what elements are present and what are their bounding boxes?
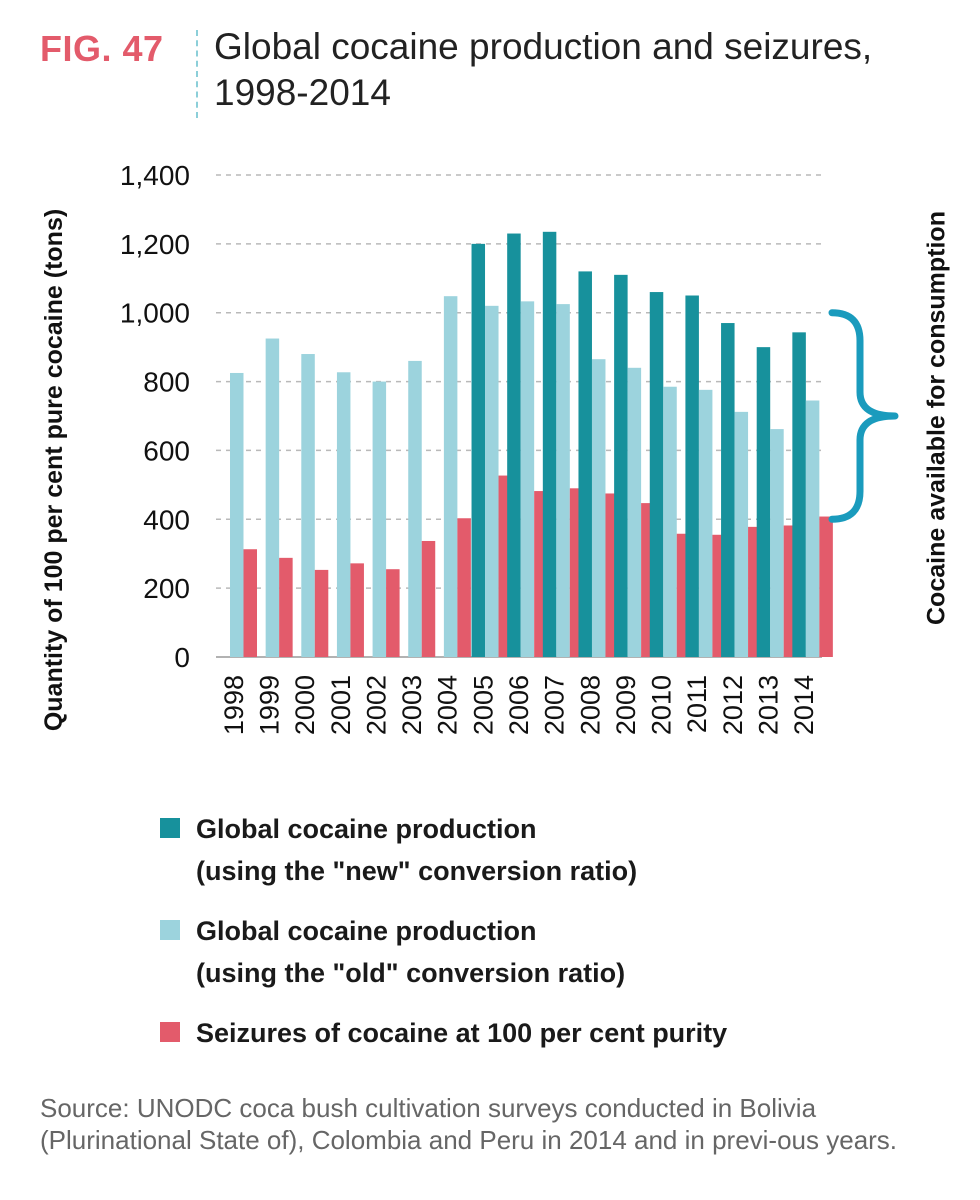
bar-old bbox=[443, 296, 458, 657]
y-tick-label: 1,400 bbox=[120, 160, 190, 191]
bar-seizures bbox=[314, 569, 329, 657]
y-tick-label: 800 bbox=[143, 367, 190, 398]
y-tick-label: 0 bbox=[174, 642, 190, 673]
x-tick-label: 2002 bbox=[361, 675, 391, 735]
legend-item-new: Global cocaine production (using the "ne… bbox=[160, 808, 940, 892]
bar-old bbox=[336, 372, 351, 657]
x-tick-label: 2006 bbox=[504, 675, 534, 735]
y-tick-label: 200 bbox=[143, 573, 190, 604]
bar-new bbox=[614, 274, 628, 657]
consumption-label: Cocaine available for consumption bbox=[923, 211, 951, 625]
bar-old bbox=[805, 400, 820, 657]
bar-old bbox=[485, 305, 499, 657]
title-divider bbox=[196, 30, 198, 118]
bar-old bbox=[627, 367, 642, 657]
bar-new bbox=[756, 347, 771, 657]
x-tick-label: 2009 bbox=[611, 675, 641, 735]
legend: Global cocaine production (using the "ne… bbox=[160, 808, 940, 1072]
consumption-brace bbox=[828, 309, 899, 523]
bar-old bbox=[663, 386, 677, 657]
x-tick-label: 2007 bbox=[540, 675, 570, 735]
bars bbox=[230, 231, 833, 658]
bar-seizures bbox=[243, 549, 257, 657]
bar-old bbox=[556, 304, 570, 657]
y-tick-label: 600 bbox=[143, 435, 190, 466]
legend-swatch-seizures bbox=[160, 1022, 180, 1042]
figure-number: FIG. 47 bbox=[40, 28, 164, 69]
bar-old bbox=[520, 301, 535, 657]
source-note: Source: UNODC coca bush cultivation surv… bbox=[40, 1093, 898, 1155]
x-tick-labels: 1998 1999 2000 2001 2002 2003 2004 2005 2006 2007… bbox=[219, 675, 819, 735]
x-tick-label: 2001 bbox=[326, 675, 356, 735]
x-tick-label: 2012 bbox=[718, 675, 748, 735]
y-tick-label: 400 bbox=[143, 504, 190, 535]
legend-label: (using the "old" conversion ratio) bbox=[196, 958, 626, 988]
bar-new bbox=[792, 332, 806, 657]
legend-label: Seizures of cocaine at 100 per cent puri… bbox=[196, 1018, 728, 1048]
x-tick-label: 2003 bbox=[397, 675, 427, 735]
x-tick-label: 2013 bbox=[754, 675, 784, 735]
x-tick-label: 2004 bbox=[433, 675, 463, 735]
bar-old bbox=[372, 381, 387, 657]
legend-label: (using the "new" conversion ratio) bbox=[196, 856, 638, 886]
legend-swatch-old bbox=[160, 920, 180, 940]
legend-swatch-new bbox=[160, 818, 180, 838]
bar-seizures bbox=[819, 516, 833, 657]
bar-old bbox=[408, 360, 422, 657]
y-axis-label: Quantity of 100 per cent pure cocaine (t… bbox=[40, 209, 68, 731]
legend-label: Global cocaine production bbox=[196, 814, 537, 844]
y-tick-label: 1,000 bbox=[120, 298, 190, 329]
y-tick-label: 1,200 bbox=[120, 229, 190, 260]
bar-old bbox=[230, 372, 244, 657]
x-tick-label: 1998 bbox=[219, 675, 249, 735]
legend-label: Global cocaine production bbox=[196, 916, 537, 946]
bar-old bbox=[591, 359, 606, 657]
x-tick-label: 2005 bbox=[468, 675, 498, 735]
bar-seizures bbox=[457, 518, 471, 657]
bar-new bbox=[649, 292, 664, 657]
legend-item-old: Global cocaine production (using the "ol… bbox=[160, 910, 940, 994]
bar-old bbox=[770, 429, 784, 657]
bar-new bbox=[578, 271, 592, 657]
bar-seizures bbox=[386, 569, 400, 657]
bar-new bbox=[721, 323, 735, 657]
bar-new bbox=[471, 243, 486, 657]
x-tick-label: 1999 bbox=[254, 675, 284, 735]
bar-new bbox=[507, 233, 521, 657]
x-tick-label: 2000 bbox=[290, 675, 320, 735]
bar-new bbox=[542, 231, 557, 658]
x-tick-label: 2014 bbox=[789, 675, 819, 735]
x-tick-label: 2010 bbox=[647, 675, 677, 735]
bar-seizures bbox=[279, 557, 293, 657]
x-tick-label: 2008 bbox=[575, 675, 605, 735]
x-tick-label: 2011 bbox=[682, 675, 712, 733]
bar-old bbox=[301, 354, 315, 657]
legend-item-seizures: Seizures of cocaine at 100 per cent puri… bbox=[160, 1012, 940, 1054]
bar-old bbox=[734, 411, 749, 657]
bar-seizures bbox=[421, 540, 436, 657]
bar-old bbox=[265, 338, 280, 657]
bar-seizures bbox=[350, 563, 364, 657]
bar-old bbox=[698, 389, 713, 657]
bar-new bbox=[685, 295, 699, 657]
figure-title: Global cocaine production and seizures, … bbox=[214, 26, 873, 113]
y-tick-labels: 0 200 400 600 800 1,000 1,200 1,400 bbox=[120, 160, 190, 673]
